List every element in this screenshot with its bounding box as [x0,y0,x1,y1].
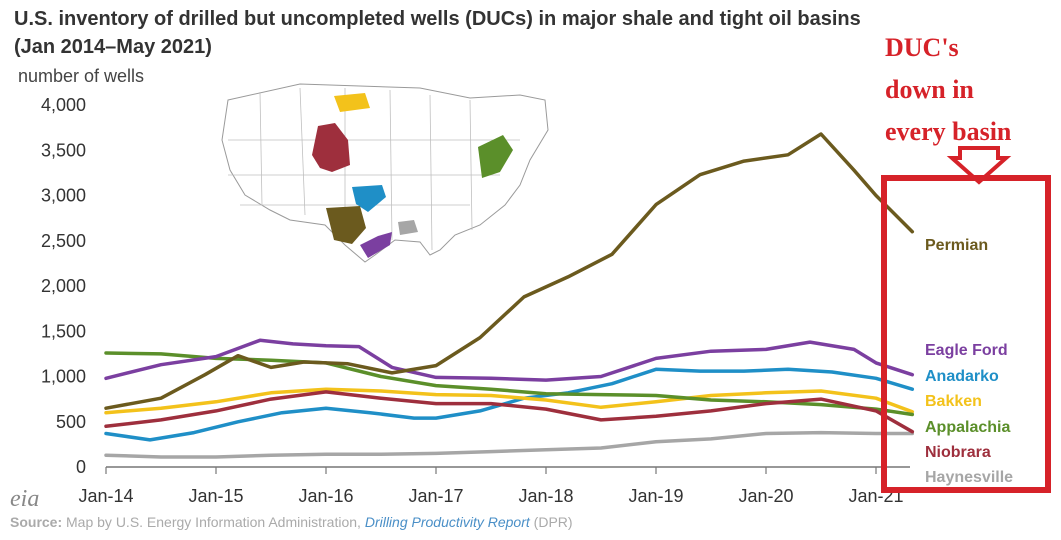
y-tick-label: 2,000 [41,276,86,296]
series-line-permian [104,132,915,410]
annotation-line-3: every basin [885,117,1012,146]
y-tick-label: 1,500 [41,321,86,341]
source-suffix: (DPR) [533,514,573,530]
y-tick-label: 4,000 [41,95,86,115]
y-tick-label: 2,500 [41,231,86,251]
source-report-link[interactable]: Drilling Productivity Report [364,514,530,530]
y-tick-label: 3,500 [41,140,86,160]
legend-label-bakken: Bakken [925,393,982,410]
y-tick-label: 500 [56,412,86,432]
highlight-box [881,175,1051,493]
x-tick-label: Jan-19 [628,486,683,506]
legend-label-niobrara: Niobrara [925,444,991,461]
annotation-group: DUC's down in every basin [881,33,1051,493]
x-tick-label: Jan-14 [78,486,133,506]
y-tick-label: 3,000 [41,186,86,206]
x-tick-label: Jan-18 [518,486,573,506]
chart-series-lines [104,132,915,459]
y-tick-label: 1,000 [41,367,86,387]
annotation-line-2: down in [885,75,974,104]
legend-label-haynesville: Haynesville [925,469,1013,486]
source-note: Source: Map by U.S. Energy Information A… [10,514,573,530]
chart-axes: 0 500 1,000 1,500 2,000 2,500 3,000 3,500 4,000 J… [41,95,910,506]
chart-legend: Permian Eagle Ford Anadarko Bakken Appalachi… [925,237,1013,486]
series-line-niobrara [104,390,915,434]
source-text: Map by U.S. Energy Information Administr… [66,514,361,530]
y-tick-label: 0 [76,457,86,477]
series-line-eagle-ford [104,338,915,382]
legend-label-anadarko: Anadarko [925,368,999,385]
x-tick-label: Jan-20 [738,486,793,506]
legend-label-eagle-ford: Eagle Ford [925,342,1008,359]
eia-logo: eia [10,486,39,512]
series-line-haynesville [104,430,915,459]
series-line-bakken [104,387,915,415]
x-tick-label: Jan-15 [188,486,243,506]
x-tick-label: Jan-16 [298,486,353,506]
source-prefix: Source: [10,514,63,530]
chart-subtitle: (Jan 2014–May 2021) [14,36,212,58]
annotation-line-1: DUC's [885,33,959,62]
y-axis-label: number of wells [18,66,145,86]
legend-label-appalachia: Appalachia [925,419,1010,436]
chart-title: U.S. inventory of drilled but uncomplete… [14,8,861,30]
us-map-inset [221,83,549,263]
x-tick-label: Jan-17 [408,486,463,506]
legend-label-permian: Permian [925,237,988,254]
down-arrow-icon [946,146,1012,185]
